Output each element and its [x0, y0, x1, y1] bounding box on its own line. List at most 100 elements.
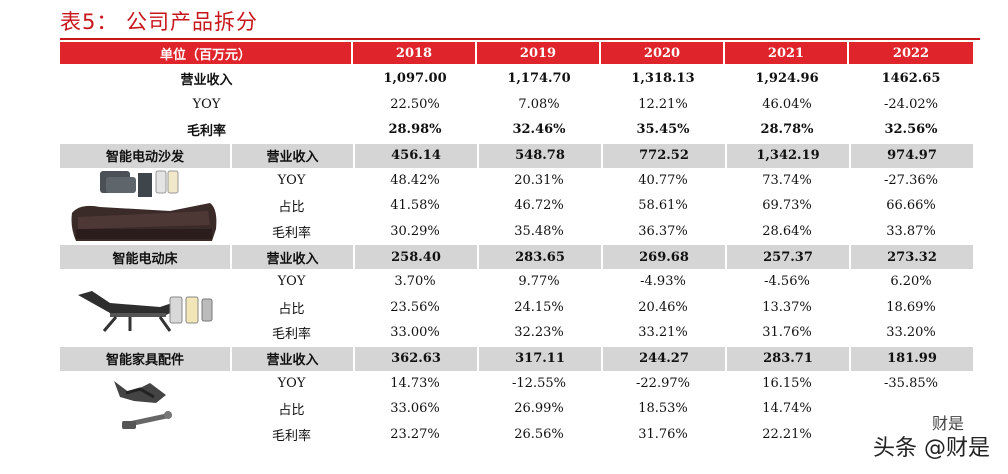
- row-value: 9.77%: [518, 274, 560, 290]
- row-value: 16.15%: [762, 375, 812, 391]
- row-value: 33.21%: [638, 325, 688, 341]
- table-row: YOY 14.73% -12.55% -22.97% 16.15% -35.85%: [60, 371, 973, 397]
- table-row: 营业收入 1,097.00 1,174.70 1,318.13 1,924.96 1462…: [60, 66, 973, 92]
- row-label: 营业收入: [180, 73, 233, 89]
- product-image: [60, 168, 230, 245]
- segment-revenue-value: 283.71: [725, 346, 849, 371]
- segment-revenue-label: 营业收入: [230, 346, 353, 371]
- row-label: 毛利率: [271, 428, 311, 444]
- row-value: 28.78%: [760, 122, 814, 138]
- row-value: 13.37%: [762, 299, 812, 315]
- watermark-small: 财是: [931, 414, 964, 433]
- row-value: 22.21%: [762, 426, 812, 442]
- row-separator: [60, 244, 973, 245]
- row-value: 1,174.70: [507, 71, 571, 87]
- row-label: 毛利率: [271, 225, 311, 241]
- header-year: 2022: [849, 42, 973, 64]
- segment-revenue-value: 181.99: [849, 346, 973, 371]
- segment-revenue-value: 258.40: [353, 245, 477, 269]
- segment-revenue-label: 营业收入: [230, 143, 353, 168]
- row-value: 3.70%: [394, 274, 436, 290]
- row-value: -12.55%: [512, 375, 566, 391]
- segment-name: 智能电动床: [112, 251, 178, 267]
- segment-revenue-value: 548.78: [477, 143, 601, 168]
- product-photo: [71, 170, 217, 241]
- row-value: 33.87%: [886, 223, 936, 239]
- table-row: 毛利率 33.00% 32.23% 33.21% 31.76% 33.20%: [60, 320, 973, 346]
- row-separator: [60, 142, 973, 144]
- table-row: 占比 41.58% 46.72% 58.61% 69.73% 66.66%: [60, 193, 973, 219]
- row-value: 41.58%: [390, 198, 440, 214]
- row-value: 12.21%: [638, 96, 688, 112]
- segment-revenue-value: 456.14: [353, 143, 477, 168]
- row-value: 20.46%: [638, 299, 688, 315]
- row-label: 占比: [278, 301, 305, 317]
- row-value: 14.73%: [390, 375, 440, 391]
- header-year: 2019: [477, 42, 601, 64]
- row-value: 7.08%: [518, 96, 560, 112]
- segment-name: 智能电动沙发: [105, 150, 184, 165]
- row-label: 毛利率: [186, 124, 226, 140]
- product-image: [60, 269, 230, 346]
- table-row: 占比 23.56% 24.15% 20.46% 13.37% 18.69%: [60, 295, 973, 321]
- row-value: 32.23%: [514, 325, 564, 341]
- segment-revenue-value: 317.11: [477, 346, 601, 371]
- segment-header-row: 智能电动床 营业收入 258.40 283.65 269.68 257.37 273.32: [60, 245, 973, 269]
- row-label: 毛利率: [271, 327, 311, 343]
- row-label: 占比: [278, 200, 305, 216]
- row-value: 26.56%: [514, 426, 564, 442]
- row-value: 20.31%: [514, 172, 564, 188]
- row-value: 14.74%: [762, 401, 812, 417]
- row-value: 18.53%: [638, 401, 688, 417]
- row-value: -35.85%: [884, 375, 938, 391]
- row-value: 6.20%: [890, 274, 932, 290]
- row-value: 40.77%: [638, 172, 688, 188]
- row-value: 1462.65: [881, 71, 941, 87]
- row-value: 30.29%: [390, 223, 440, 239]
- row-value: 46.04%: [762, 96, 812, 112]
- row-value: 31.76%: [762, 325, 812, 341]
- row-value: 24.15%: [514, 299, 564, 315]
- row-value: 35.48%: [514, 223, 564, 239]
- segment-revenue-value: 269.68: [601, 245, 725, 269]
- row-value: 1,924.96: [755, 71, 819, 87]
- row-value: 22.50%: [390, 96, 440, 112]
- row-value: 33.20%: [886, 325, 936, 341]
- table-row: 占比 33.06% 26.99% 18.53% 14.74%: [60, 396, 973, 422]
- row-value: 46.72%: [514, 198, 564, 214]
- row-value: 1,318.13: [631, 71, 695, 87]
- table-row: 毛利率 23.27% 26.56% 31.76% 22.21%: [60, 422, 973, 448]
- row-value: 23.27%: [390, 426, 440, 442]
- row-value: 69.73%: [762, 198, 812, 214]
- row-value: -22.97%: [636, 375, 690, 391]
- product-photo: [114, 380, 172, 429]
- row-label: YOY: [277, 274, 306, 290]
- row-separator: [60, 345, 973, 347]
- product-photo: [78, 291, 213, 333]
- product-image: [60, 371, 230, 448]
- segment-revenue-value: 362.63: [353, 346, 477, 371]
- row-label: YOY: [277, 172, 306, 188]
- row-label: 占比: [278, 403, 305, 419]
- row-label: YOY: [192, 96, 221, 112]
- table-row: 毛利率 28.98% 32.46% 35.45% 28.78% 32.56%: [60, 117, 973, 143]
- table-title: 表5： 公司产品拆分: [60, 10, 259, 34]
- segment-revenue-label: 营业收入: [230, 245, 353, 269]
- table-row: YOY 22.50% 7.08% 12.21% 46.04% -24.02%: [60, 92, 973, 118]
- header-row: 单位（百万元） 2018 2019 2020 2021 2022: [60, 42, 973, 64]
- segment-revenue-value: 974.97: [849, 143, 973, 168]
- row-value: 33.06%: [390, 401, 440, 417]
- title-divider: [60, 38, 980, 40]
- row-value: 33.00%: [390, 325, 440, 341]
- row-value: 23.56%: [390, 299, 440, 315]
- row-value: -27.36%: [884, 172, 938, 188]
- header-year: 2021: [725, 42, 849, 64]
- table-row: 毛利率 30.29% 35.48% 36.37% 28.64% 33.87%: [60, 219, 973, 245]
- row-value: -24.02%: [884, 96, 938, 112]
- row-value: 66.66%: [886, 198, 936, 214]
- row-value: 73.74%: [762, 172, 812, 188]
- row-value: 31.76%: [638, 426, 688, 442]
- row-value: -4.93%: [640, 274, 686, 290]
- row-value: 48.42%: [390, 172, 440, 188]
- segment-name: 智能家具配件: [105, 353, 184, 368]
